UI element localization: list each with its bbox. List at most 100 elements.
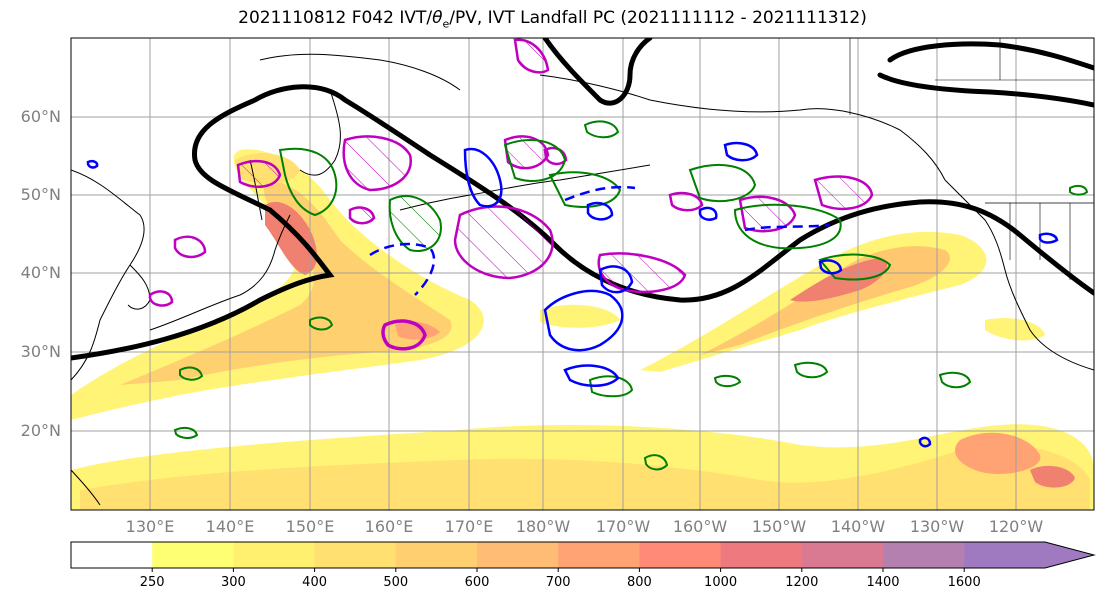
lon-label-140w: 140°W	[830, 517, 886, 536]
map-frame	[70, 37, 1095, 511]
lat-label-30n: 30°N	[20, 342, 61, 361]
lon-label-150e: 150°E	[285, 517, 335, 536]
graticule	[71, 38, 1094, 510]
ivt-tropical-east-max2	[1030, 465, 1075, 488]
lon-label-170e: 170°E	[444, 517, 494, 536]
blue-170w-dashed	[564, 185, 636, 202]
lon-label-140e: 140°E	[205, 517, 255, 536]
pv-gulf-mid	[668, 191, 704, 212]
blue-small-4	[698, 206, 718, 221]
pv-korea	[173, 235, 207, 259]
thick-contour	[71, 38, 1094, 361]
colorbar-segment	[477, 542, 559, 568]
pv-aleutian	[503, 135, 550, 170]
blue-small-2	[1038, 232, 1059, 244]
colorbar-tick-label: 700	[545, 575, 571, 590]
ivt-east-plume-max	[790, 258, 888, 302]
green-small-6	[583, 120, 620, 139]
colorbar-tick-label: 1200	[785, 575, 819, 590]
green-small-8	[793, 361, 829, 379]
colorbar-tick-label: 600	[464, 575, 490, 590]
lon-label-160e: 160°E	[364, 517, 414, 536]
blue-small-3	[918, 436, 932, 448]
thick-contour-alaska	[542, 38, 653, 106]
blue-south-2	[598, 265, 634, 294]
pv-ring-pac	[381, 319, 427, 351]
thick-contour-canada	[877, 41, 1094, 108]
coast-aleutians	[399, 164, 651, 211]
pv-japan-small	[148, 290, 174, 307]
coast-alaska	[539, 74, 946, 181]
blue-dateline-ribbon	[463, 147, 503, 208]
pv-okhotsk	[236, 159, 282, 188]
ivt-tropical-east-max	[955, 432, 1041, 475]
lon-label-180w: 180°W	[515, 517, 571, 536]
green-small-4	[643, 454, 669, 471]
green-kamchatka-region	[278, 147, 338, 217]
theta-blue-contours	[86, 141, 1059, 448]
colorbar-segment	[152, 542, 234, 568]
pv-170w	[597, 252, 687, 294]
coast-siberia	[259, 53, 461, 91]
blue-small-1	[818, 259, 843, 275]
colorbar-segment-below	[71, 542, 153, 568]
pv-kamchatka	[342, 135, 413, 192]
green-small-10	[173, 426, 199, 439]
colorbar-segment	[558, 542, 640, 568]
figure-title: 2021110812 F042 IVT/θe/PV, IVT Landfall …	[238, 8, 867, 31]
colorbar-segment-extend	[964, 542, 1094, 568]
coastlines	[71, 38, 1094, 506]
colorbar-tick-label: 800	[626, 575, 652, 590]
colorbar-segment	[801, 542, 884, 568]
colorbar-segment	[395, 542, 478, 568]
green-small-9	[713, 374, 742, 388]
colorbar-segment	[720, 542, 803, 568]
green-dateline-north	[503, 139, 567, 182]
lon-label-150w: 150°W	[751, 517, 807, 536]
colorbar-tick-label: 400	[302, 575, 327, 590]
thick-contour-main	[71, 84, 1094, 361]
colorbar-tick-label: 300	[220, 575, 246, 590]
pv-kuril	[348, 206, 376, 225]
colorbar-tick-label: 500	[383, 575, 409, 590]
colorbar-segment	[883, 542, 965, 568]
coast-kamchatka	[299, 89, 341, 176]
green-kuril-hatch	[388, 195, 442, 252]
ivt-patch-canada	[985, 318, 1045, 341]
colorbar-segment	[314, 542, 397, 568]
green-gulf-west	[688, 164, 757, 203]
colorbar-tick-label: 1400	[866, 575, 900, 590]
blue-south	[543, 289, 624, 352]
lat-label-40n: 40°N	[20, 263, 61, 282]
blue-gulf-ring	[723, 141, 759, 162]
pv-alaska-north	[513, 38, 550, 74]
ivt-patch-dateline	[540, 304, 620, 328]
blue-kuril-dashed	[369, 242, 436, 296]
lon-label-120w: 120°W	[988, 517, 1044, 536]
lat-label-60n: 60°N	[20, 107, 61, 126]
blue-170w-ring	[586, 201, 614, 221]
colorbar-tick-label: 1000	[704, 575, 738, 590]
blue-small-5	[86, 159, 99, 169]
lat-label-50n: 50°N	[20, 185, 61, 204]
green-small-3	[588, 375, 634, 398]
ivt-tropical-core	[80, 444, 1090, 510]
colorbar-outline	[70, 541, 1096, 569]
green-small-7	[1069, 184, 1089, 196]
green-170w	[548, 171, 622, 208]
lon-label-130w: 130°W	[909, 517, 965, 536]
blue-south-3	[563, 364, 620, 387]
coast-asia	[71, 169, 145, 381]
pv-dateline-big	[453, 205, 554, 280]
coast-philippines	[71, 469, 101, 506]
colorbar-segment	[233, 542, 316, 568]
colorbar-tick-label: 1600	[947, 575, 981, 590]
coast-japan	[149, 214, 291, 331]
colorbar-segment	[639, 542, 722, 568]
green-small-5	[938, 371, 972, 389]
green-small-2	[179, 366, 204, 381]
pv-gulf-east	[813, 175, 874, 211]
ivt-west-plume-max2	[395, 321, 440, 340]
